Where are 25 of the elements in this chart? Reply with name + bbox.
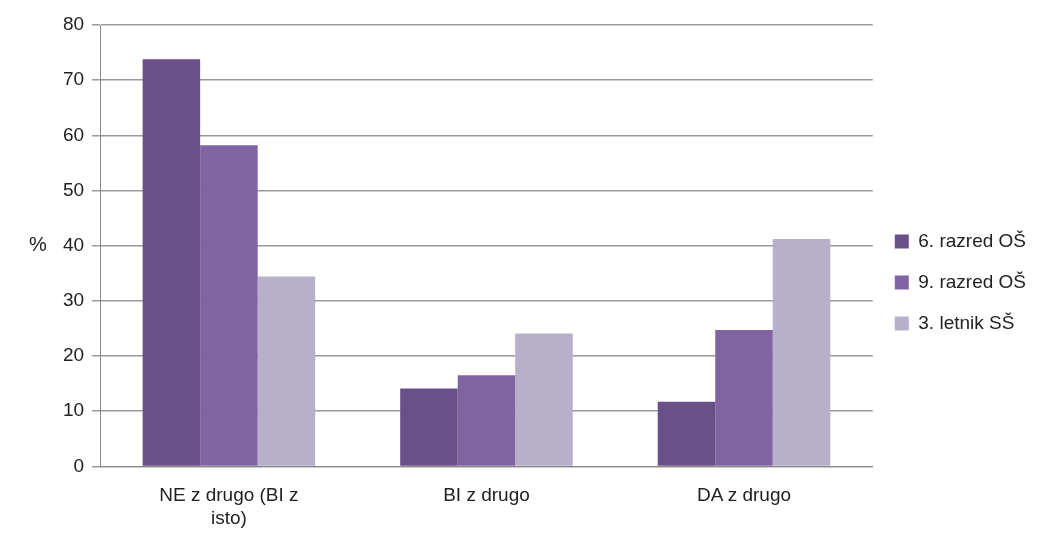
bar bbox=[257, 276, 316, 466]
bar bbox=[657, 401, 716, 466]
legend-label: 3. letnik SŠ bbox=[918, 311, 1015, 333]
legend-label: 6. razred OŠ bbox=[918, 229, 1027, 251]
x-tick-label: BI z drugo bbox=[443, 484, 530, 506]
y-tick-label: 80 bbox=[62, 13, 85, 35]
y-tick-label: 20 bbox=[62, 344, 85, 366]
bar bbox=[457, 375, 516, 466]
bar bbox=[142, 59, 201, 466]
legend-label: 9. razred OŠ bbox=[918, 270, 1027, 292]
x-tick-label: NE z drugo (BI z isto) bbox=[159, 484, 299, 528]
y-tick-label: 40 bbox=[62, 233, 85, 255]
y-tick-label: 50 bbox=[62, 178, 85, 200]
bar bbox=[715, 330, 773, 466]
x-tick-label: DA z drugo bbox=[697, 484, 792, 506]
y-tick-label: 70 bbox=[62, 68, 85, 90]
y-tick-label: 10 bbox=[62, 399, 85, 421]
y-tick-label: 60 bbox=[62, 123, 85, 145]
bar bbox=[200, 145, 258, 466]
y-tick-label: 0 bbox=[73, 454, 85, 476]
bar bbox=[772, 239, 831, 466]
y-axis-title: % bbox=[29, 233, 48, 256]
y-tick-label: 30 bbox=[62, 289, 85, 311]
bar bbox=[400, 388, 458, 466]
bar bbox=[515, 333, 573, 466]
